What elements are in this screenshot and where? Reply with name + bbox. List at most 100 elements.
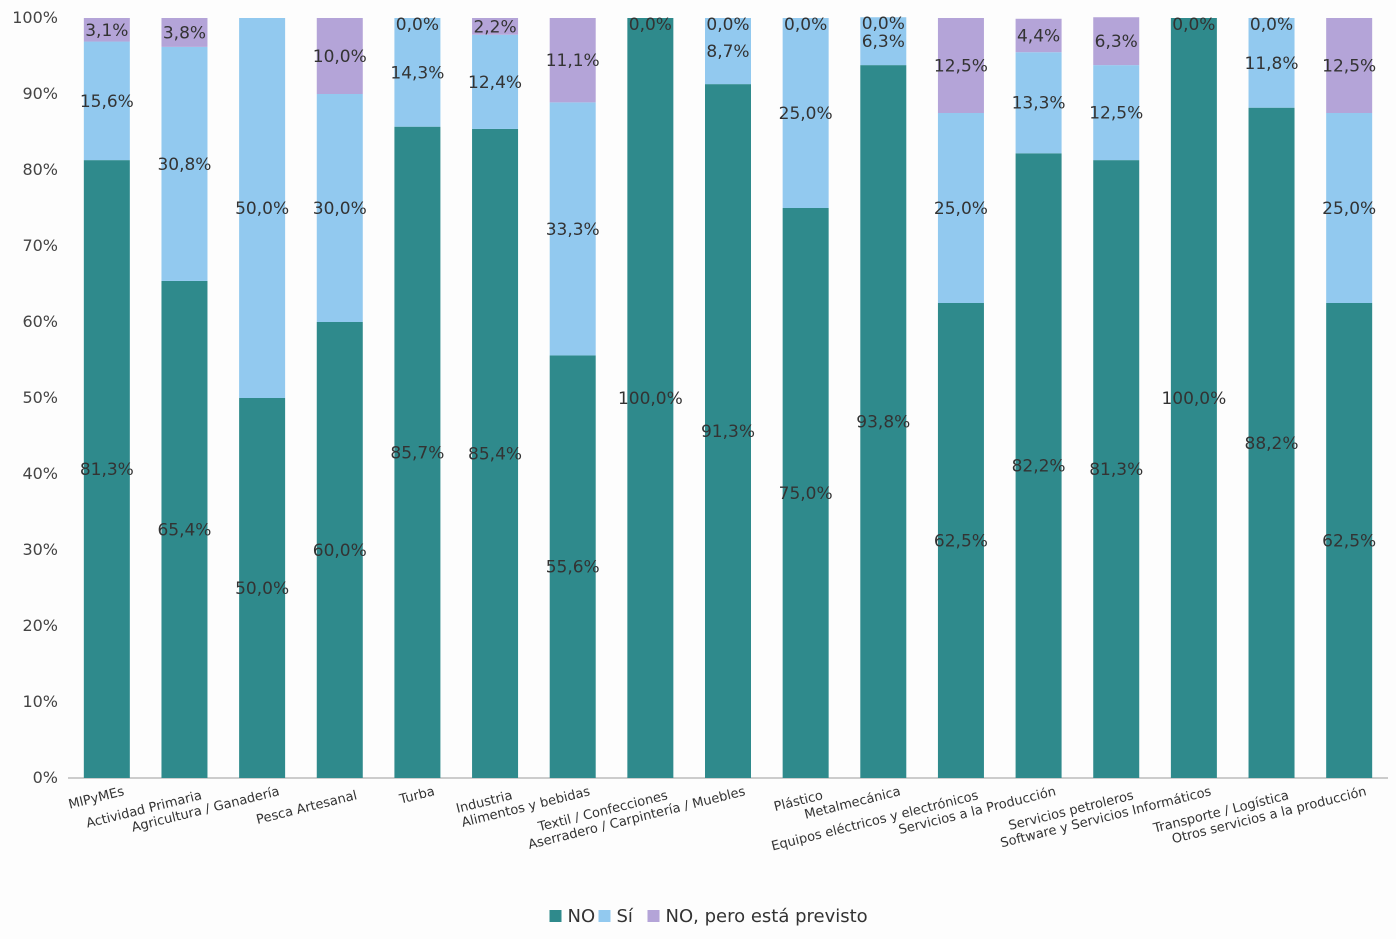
- data-label: 8,7%: [706, 42, 749, 62]
- bar-segment: [705, 84, 751, 779]
- bar-segment: [1093, 65, 1140, 161]
- bar-segment: [1326, 303, 1373, 778]
- legend-label: NO: [568, 906, 596, 927]
- data-label: 65,4%: [157, 520, 211, 540]
- data-label: 13,3%: [1012, 94, 1066, 114]
- data-label: 33,3%: [546, 220, 600, 240]
- bar-segment: [394, 126, 441, 779]
- data-label: 88,2%: [1245, 434, 1299, 454]
- bar-segment: [782, 18, 829, 208]
- data-label: 55,6%: [546, 558, 600, 578]
- bar-segment: [472, 128, 519, 778]
- legend-label: Sí: [617, 906, 634, 927]
- data-label: 0,0%: [706, 15, 749, 35]
- data-label: 85,4%: [468, 444, 522, 464]
- y-tick-label: 30%: [22, 540, 58, 559]
- data-labels: 81,3% 15,6% 3,1% 65,4% 30,8% 3,8% 50,0% 50,0% 60…: [80, 14, 1376, 599]
- bar-segment: [472, 18, 519, 35]
- bar-segment: [1248, 107, 1295, 779]
- bar-segment: [83, 160, 130, 778]
- bar-segment: [1015, 153, 1062, 778]
- y-tick-label: 40%: [22, 464, 58, 483]
- bar-segment: [83, 18, 130, 42]
- data-label: 25,0%: [1322, 199, 1376, 219]
- bar-segment: [1248, 18, 1295, 108]
- bars: [83, 17, 1373, 779]
- data-label: 0,0%: [784, 15, 827, 35]
- data-label: 2,2%: [473, 17, 516, 37]
- bar-segment: [860, 17, 907, 66]
- bar-segment: [937, 18, 984, 113]
- x-tick-label: Turba: [397, 784, 436, 807]
- data-label: 82,2%: [1012, 457, 1066, 477]
- y-tick-label: 70%: [22, 236, 58, 255]
- bar-segment: [1326, 18, 1373, 113]
- bar-segment: [239, 398, 286, 778]
- data-label: 11,1%: [546, 51, 600, 71]
- data-label: 11,8%: [1245, 54, 1299, 74]
- bar-segment: [239, 18, 286, 398]
- data-label: 62,5%: [934, 532, 988, 552]
- bar-segment: [705, 18, 751, 85]
- y-tick-label: 20%: [22, 616, 58, 635]
- y-axis: 0% 10% 20% 30% 40% 50% 60% 70% 80% 90% 100%: [12, 8, 1388, 787]
- data-label: 60,0%: [313, 541, 367, 561]
- data-label: 0,0%: [629, 15, 672, 35]
- y-tick-label: 0%: [33, 768, 58, 787]
- data-label: 4,4%: [1017, 26, 1060, 46]
- data-label: 30,0%: [313, 199, 367, 219]
- bar-segment: [860, 65, 907, 779]
- data-label: 14,3%: [390, 63, 444, 83]
- bar-segment: [394, 18, 441, 127]
- bar-segment: [1015, 52, 1062, 154]
- bar-segment: [1093, 160, 1140, 778]
- bar-segment: [161, 18, 208, 47]
- bar-segment: [937, 303, 984, 778]
- data-label: 85,7%: [390, 443, 444, 463]
- bar-segment: [1093, 17, 1140, 66]
- data-label: 6,3%: [862, 32, 905, 52]
- data-label: 12,5%: [934, 57, 988, 77]
- data-label: 0,0%: [1172, 15, 1215, 35]
- bar-segment: [316, 18, 363, 94]
- data-label: 3,1%: [85, 21, 128, 41]
- legend-swatch: [647, 910, 660, 922]
- bar-segment: [316, 94, 363, 322]
- y-tick-label: 60%: [22, 312, 58, 331]
- bar-segment: [472, 34, 519, 129]
- data-label: 75,0%: [779, 484, 833, 504]
- data-label: 0,0%: [862, 14, 905, 34]
- data-label: 25,0%: [934, 199, 988, 219]
- bar-segment: [782, 208, 829, 778]
- bar-segment: [937, 113, 984, 303]
- bar-segment: [549, 18, 596, 103]
- data-label: 25,0%: [779, 104, 833, 124]
- data-label: 50,0%: [235, 579, 289, 599]
- data-label: 15,6%: [80, 92, 134, 112]
- y-tick-label: 90%: [22, 84, 58, 103]
- data-label: 0,0%: [396, 15, 439, 35]
- legend: NO Sí NO, pero está previsto: [549, 906, 868, 927]
- bar-segment: [161, 280, 208, 778]
- legend-swatch: [549, 910, 562, 922]
- bar-segment: [1170, 18, 1217, 778]
- bar-segment: [161, 46, 208, 281]
- data-label: 0,0%: [1250, 15, 1293, 35]
- bar-segment: [627, 18, 674, 778]
- legend-swatch: [598, 910, 611, 922]
- bar-segment: [316, 322, 363, 778]
- data-label: 12,5%: [1322, 57, 1376, 77]
- data-label: 100,0%: [1161, 389, 1226, 409]
- data-label: 6,3%: [1095, 32, 1138, 52]
- y-tick-label: 50%: [22, 388, 58, 407]
- data-label: 91,3%: [701, 422, 755, 442]
- y-tick-label: 100%: [12, 8, 58, 27]
- data-label: 62,5%: [1322, 532, 1376, 552]
- legend-label: NO, pero está previsto: [666, 906, 868, 927]
- data-label: 10,0%: [313, 47, 367, 67]
- data-label: 81,3%: [1089, 460, 1143, 480]
- bar-segment: [549, 102, 596, 356]
